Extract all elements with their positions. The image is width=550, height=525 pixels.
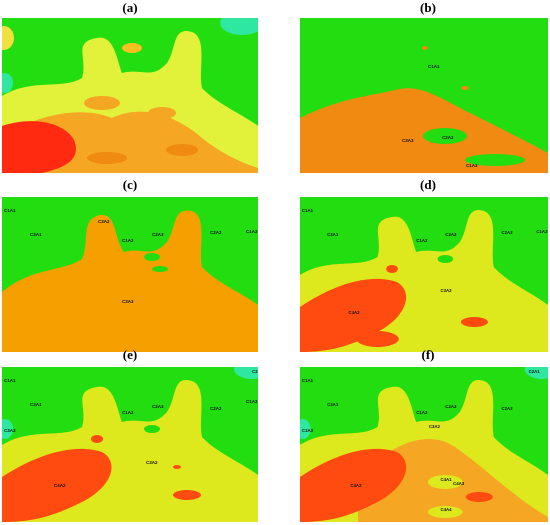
annotation: C1A2: [416, 410, 428, 415]
annotation: C4A2: [54, 483, 66, 488]
annotation: C1A3: [466, 163, 478, 168]
annotation: C1A1: [428, 64, 440, 69]
annotation: C1A1: [4, 378, 16, 383]
panel-label: (f): [422, 347, 435, 362]
annotation: C2A1: [252, 369, 264, 374]
annotation: C4A2: [350, 483, 362, 488]
annotation: C1A3: [246, 229, 258, 234]
annotation: C2A2: [210, 406, 222, 411]
annotation: C1A2: [416, 238, 428, 243]
annotation: C2A2: [502, 230, 514, 235]
annotation: C4A3: [453, 481, 465, 486]
annotation: C3A2: [98, 219, 110, 224]
annotation: C1A3: [536, 229, 548, 234]
annotation: C3A1: [327, 232, 339, 237]
annotation: C3A3: [122, 299, 134, 304]
annotation: C1A1: [302, 208, 314, 213]
annotation: C4A4: [440, 507, 452, 512]
annotation: C2A3: [445, 404, 457, 409]
annotation: C3A2: [429, 424, 441, 429]
panel: C1A1 C2A1 C3A1 C1A2 C2A3 C2A2 C3A3 C3A2 …: [300, 367, 548, 522]
panel: C1A1 C2A1 C3A1 C1A2 C2A3 C2A2 C1A3 C3A3 …: [2, 367, 264, 522]
annotation: C2A1: [529, 369, 541, 374]
annotation: C3A3: [402, 138, 414, 143]
annotation: C1A2: [122, 410, 134, 415]
annotation: C1A1: [4, 208, 16, 213]
panel-label: (a): [122, 0, 137, 15]
panel: C1A1 C3A1 C1A2 C2A3 C2A2 C1A3 C3A2 C4A2: [300, 197, 548, 352]
annotation: C3A1: [30, 232, 42, 237]
panel-label: (d): [420, 177, 436, 192]
annotation: C1A3: [246, 399, 258, 404]
annotation: C2A2: [210, 230, 222, 235]
annotation: C2A3: [445, 232, 457, 237]
annotation: C2A3: [152, 232, 164, 237]
annotation: C3A2: [146, 460, 158, 465]
annotation: C3A3: [4, 428, 16, 433]
annotation: C3A1: [327, 402, 339, 407]
annotation: C4A1: [440, 477, 452, 482]
annotation: C1A1: [302, 378, 314, 383]
annotation: C4A2: [348, 310, 360, 315]
panel-label: (c): [123, 177, 137, 192]
annotation: C2A2: [502, 406, 514, 411]
annotation: C2A3: [442, 135, 454, 140]
panel-label: (e): [123, 347, 137, 362]
annotation: C3A1: [30, 402, 42, 407]
annotation: C1A2: [122, 238, 134, 243]
annotation: C2A3: [152, 404, 164, 409]
panel: [2, 18, 258, 173]
panel: C1A1 C3A3 C2A3 C1A3: [300, 18, 548, 173]
annotation: C3A3: [302, 428, 314, 433]
panel-label: (b): [420, 0, 436, 15]
annotation: C3A2: [440, 288, 452, 293]
panel: C1A1 C3A1 C3A2 C1A2 C2A3 C2A2 C1A3 C3A3: [2, 197, 258, 352]
